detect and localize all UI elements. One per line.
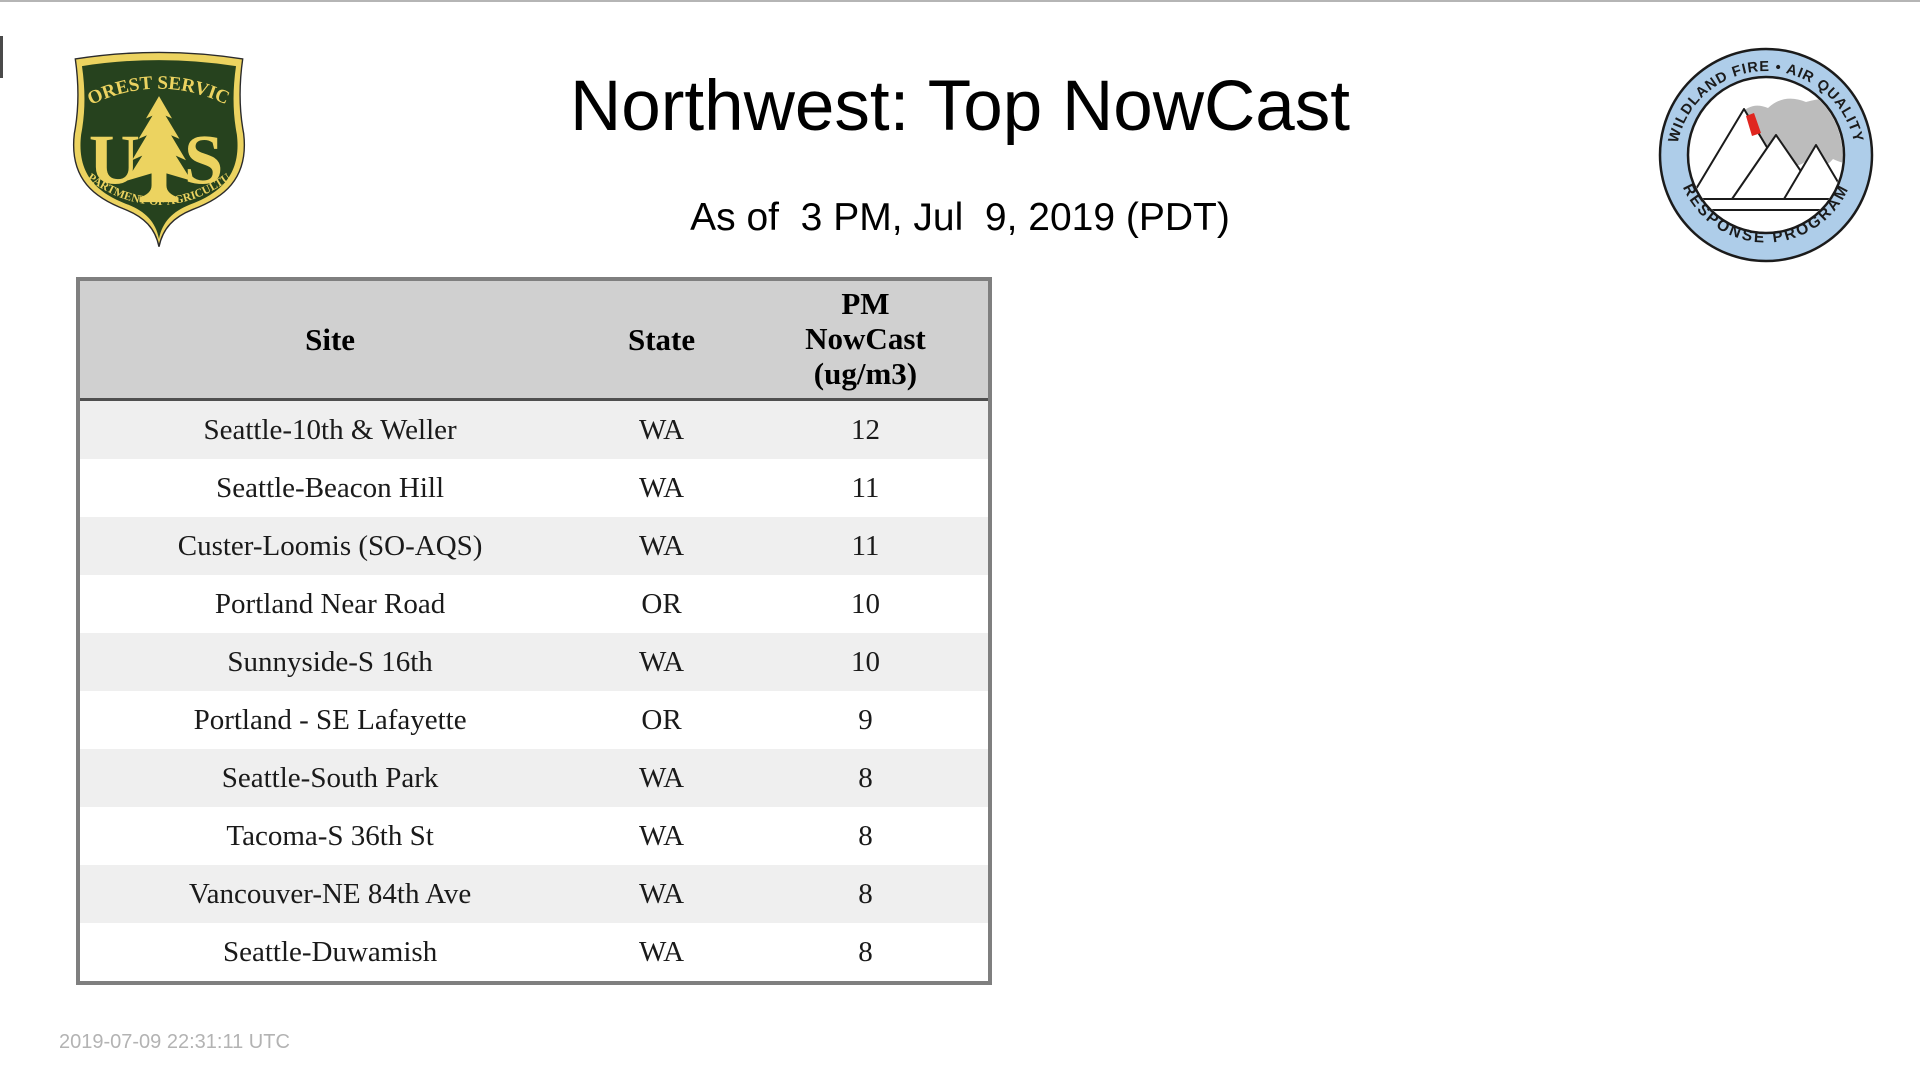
table-row: Sunnyside-S 16th WA 10 [78, 633, 990, 691]
table-row: Seattle-South Park WA 8 [78, 749, 990, 807]
state-cell: WA [638, 877, 685, 910]
site-cell: Custer-Loomis (SO-AQS) [177, 529, 483, 562]
table-row: Seattle-Beacon Hill WA 11 [78, 459, 990, 517]
window-left-edge-artifact [0, 36, 3, 78]
table-row: Vancouver-NE 84th Ave WA 8 [78, 865, 990, 923]
site-cell: Portland Near Road [214, 587, 446, 620]
nowcast-cell: 11 [851, 529, 880, 562]
nowcast-cell: 8 [858, 819, 873, 852]
generated-timestamp: 2019-07-09 22:31:11 UTC [59, 1031, 290, 1053]
state-cell: WA [638, 645, 685, 678]
nowcast-cell: 11 [851, 471, 880, 504]
state-cell: OR [641, 587, 682, 620]
nowcast-cell: 8 [858, 877, 873, 910]
state-cell: WA [638, 471, 685, 504]
nowcast-cell: 10 [850, 645, 880, 678]
page-subtitle: As of 3 PM, Jul 9, 2019 (PDT) [690, 196, 1230, 239]
nowcast-cell: 8 [858, 935, 873, 968]
wfaqrp-badge-logo: WILDLAND FIRE • AIR QUALITY RESPONSE PRO… [1658, 47, 1874, 263]
state-cell: WA [638, 935, 685, 968]
site-cell: Seattle-Beacon Hill [216, 471, 445, 504]
state-cell: WA [638, 819, 685, 852]
state-cell: OR [641, 703, 682, 736]
col-header-site: Site [78, 279, 581, 401]
table-row: Portland Near Road OR 10 [78, 575, 990, 633]
nowcast-cell: 8 [858, 761, 873, 794]
col-header-state: State [580, 279, 743, 401]
usfs-pine-tree-icon [126, 96, 192, 203]
site-cell: Seattle-10th & Weller [203, 413, 457, 446]
usfs-shield-logo: FOREST SERVICE U S DEPARTMENT OF AGRICUL… [66, 42, 246, 247]
usfs-monogram-s: S [184, 122, 223, 200]
state-cell: WA [638, 413, 685, 446]
col-header-nowcast: PM NowCast (ug/m3) [742, 279, 990, 401]
site-cell: Seattle-South Park [221, 761, 439, 794]
state-cell: WA [638, 761, 685, 794]
table-row: Seattle-10th & Weller WA 12 [78, 399, 990, 459]
table-header: Site State PM NowCast (ug/m3) [78, 279, 990, 401]
table-row: Seattle-Duwamish WA 8 [78, 923, 990, 983]
table-body: Seattle-10th & Weller WA 12 Seattle-Beacon … [78, 399, 990, 984]
col-header-nowcast-line3: (ug/m3) [813, 355, 918, 391]
site-cell: Sunnyside-S 16th [227, 645, 433, 678]
nowcast-cell: 12 [850, 413, 880, 446]
nowcast-table: Site State PM NowCast (ug/m3) Seattle-10… [76, 277, 992, 985]
table-row: Portland - SE Lafayette OR 9 [78, 691, 990, 749]
col-header-nowcast-line1: PM [841, 286, 890, 322]
flame-mark-icon [1746, 113, 1761, 136]
page-title: Northwest: Top NowCast [570, 67, 1350, 146]
window-top-edge [0, 0, 1920, 2]
site-cell: Tacoma-S 36th St [226, 819, 434, 852]
nowcast-cell: 10 [850, 587, 880, 620]
table-row: Custer-Loomis (SO-AQS) WA 11 [78, 517, 990, 575]
col-header-nowcast-line2: NowCast [805, 321, 926, 357]
table-row: Tacoma-S 36th St WA 8 [78, 807, 990, 865]
state-cell: WA [638, 529, 685, 562]
table-header-row: Site State PM NowCast (ug/m3) [78, 279, 990, 401]
usfs-monogram-u: U [89, 122, 140, 200]
site-cell: Portland - SE Lafayette [193, 703, 467, 736]
nowcast-cell: 9 [858, 703, 873, 736]
site-cell: Seattle-Duwamish [222, 935, 438, 968]
site-cell: Vancouver-NE 84th Ave [188, 877, 472, 910]
